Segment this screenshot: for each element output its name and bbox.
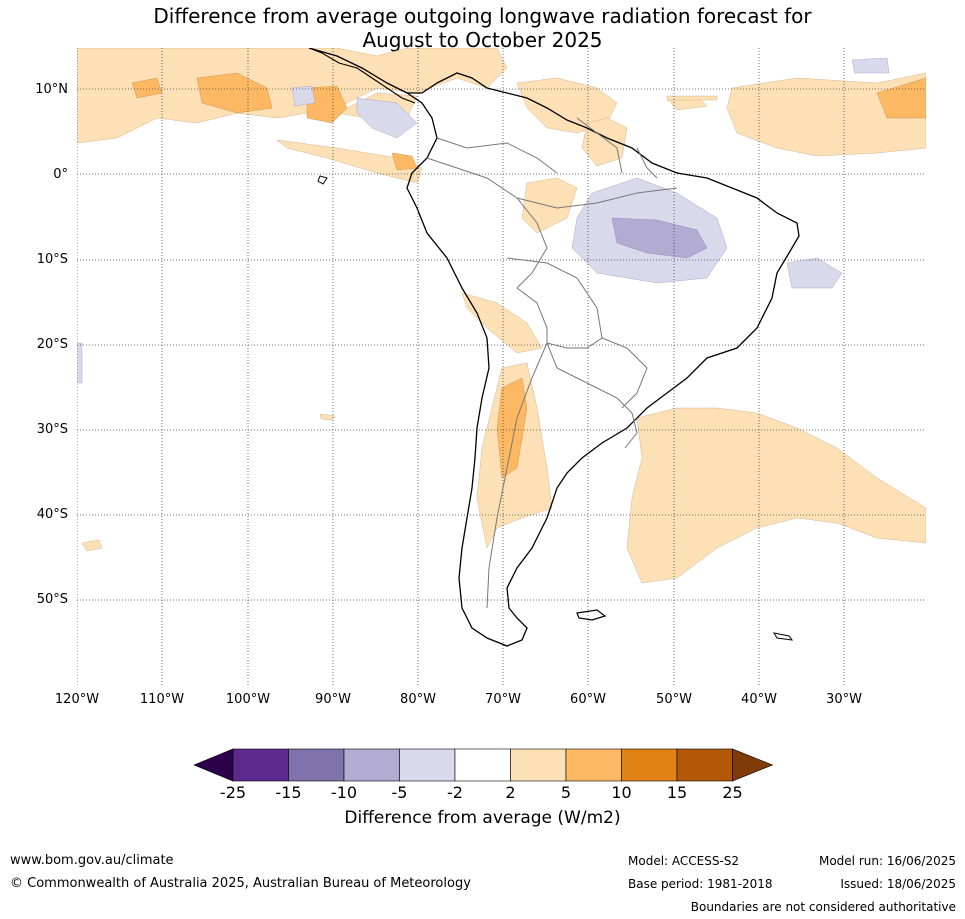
colorbar-tick-label: -10 [330, 783, 358, 802]
lat-label-0: 0° [53, 167, 68, 182]
lon-label-40w: 40°W [741, 692, 777, 707]
colorbar-cell [676, 748, 733, 782]
colorbar-arrow-low [193, 748, 234, 782]
colorbar-cell [343, 748, 400, 782]
website-link[interactable]: www.bom.gov.au/climate [10, 853, 174, 868]
model-name: Model: ACCESS-S2 [628, 854, 740, 868]
galapagos-islands [317, 175, 328, 185]
colorbar-tick-label: -2 [447, 783, 463, 802]
lon-label-120w: 120°W [54, 692, 100, 707]
colorbar-tick-label: -25 [219, 783, 247, 802]
lat-label-10n: 10°N [35, 82, 68, 97]
colorbar-cell [454, 748, 511, 782]
south-america-coastline [308, 48, 800, 647]
olr-anomaly-map [77, 48, 926, 685]
colorbar-arrow-high [732, 748, 774, 782]
lon-label-30w: 30°W [826, 692, 862, 707]
colorbar-cell [232, 748, 289, 782]
colorbar-cell [510, 748, 567, 782]
anomaly-positive-medium [131, 72, 926, 479]
country-borders [426, 117, 678, 609]
colorbar-tick-label: 2 [505, 783, 516, 802]
copyright-notice: © Commonwealth of Australia 2025, Austra… [10, 876, 471, 891]
lon-label-90w: 90°W [315, 692, 351, 707]
lat-label-20s: 20°S [36, 337, 68, 352]
south-georgia [772, 632, 794, 641]
boundaries-disclaimer: Boundaries are not considered authoritat… [690, 900, 956, 914]
model-run-date: Model run: 16/06/2025 [818, 854, 956, 868]
colorbar-cell [621, 748, 678, 782]
colorbar-tick-label: 5 [560, 783, 572, 802]
colorbar-tick-label: 10 [611, 783, 632, 802]
lat-label-10s: 10°S [36, 252, 68, 267]
lon-label-50w: 50°W [656, 692, 692, 707]
central-america-coastline [308, 48, 416, 104]
colorbar-label: Difference from average (W/m2) [344, 808, 621, 828]
lat-label-30s: 30°S [36, 422, 68, 437]
colorbar-tick-label: -5 [391, 783, 408, 802]
lon-label-100w: 100°W [225, 692, 271, 707]
lon-label-70w: 70°W [485, 692, 521, 707]
falkland-islands [576, 609, 607, 621]
colorbar-cell [288, 748, 345, 782]
colorbar-cell [565, 748, 622, 782]
map-title: Difference from average outgoing longwav… [0, 4, 965, 52]
base-period: Base period: 1981-2018 [628, 877, 773, 891]
lat-label-50s: 50°S [36, 592, 68, 607]
colorbar-tick-label: 15 [666, 783, 688, 802]
colorbar-cell [399, 748, 456, 782]
anomaly-positive-light [77, 48, 926, 584]
colorbar-tick-label: 25 [722, 783, 743, 802]
lon-label-60w: 60°W [570, 692, 606, 707]
colorbar-tick-label: -15 [275, 783, 302, 802]
lon-label-110w: 110°W [139, 692, 185, 707]
issued-date: Issued: 18/06/2025 [840, 877, 956, 891]
anomaly-negative-medium [611, 217, 708, 259]
lon-label-80w: 80°W [400, 692, 436, 707]
lat-label-40s: 40°S [36, 507, 68, 522]
title-line-1: Difference from average outgoing longwav… [153, 4, 812, 28]
graticule [77, 48, 926, 685]
